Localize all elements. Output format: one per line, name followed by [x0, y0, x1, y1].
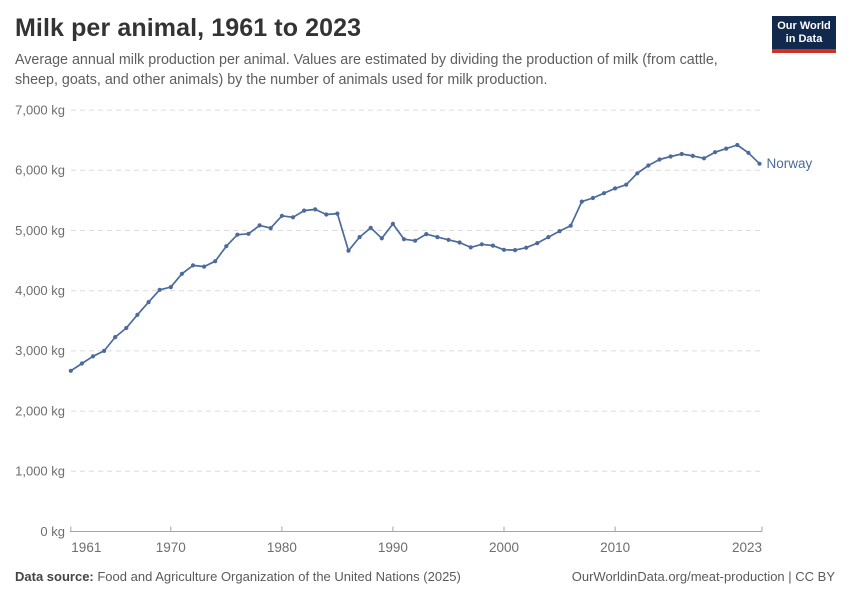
- data-point[interactable]: [457, 240, 462, 245]
- data-point[interactable]: [190, 263, 196, 268]
- data-point[interactable]: [113, 335, 118, 340]
- data-point[interactable]: [268, 226, 273, 231]
- x-axis-label: 1961: [71, 540, 101, 555]
- x-axis-label: 1970: [156, 540, 186, 555]
- data-point[interactable]: [468, 245, 473, 250]
- data-point[interactable]: [157, 287, 162, 292]
- data-point[interactable]: [235, 232, 240, 237]
- data-point[interactable]: [635, 171, 640, 176]
- rights-link[interactable]: OurWorldinData.org/meat-production | CC …: [571, 569, 835, 584]
- data-point[interactable]: [179, 271, 184, 276]
- data-point[interactable]: [690, 153, 695, 158]
- data-point[interactable]: [679, 151, 684, 157]
- y-axis-label: 3,000 kg: [15, 343, 65, 358]
- data-point[interactable]: [501, 247, 507, 252]
- owid-logo-line2: in Data: [785, 32, 823, 45]
- y-axis-label: 5,000 kg: [15, 223, 65, 238]
- data-point[interactable]: [713, 150, 718, 155]
- data-point[interactable]: [379, 236, 384, 241]
- data-point[interactable]: [124, 325, 129, 331]
- data-point[interactable]: [202, 264, 207, 269]
- series-end-label: Norway: [766, 156, 812, 171]
- data-point[interactable]: [224, 244, 229, 249]
- data-point[interactable]: [346, 248, 351, 253]
- data-point[interactable]: [601, 191, 607, 196]
- data-point[interactable]: [413, 238, 418, 243]
- data-point[interactable]: [735, 142, 740, 148]
- chart-footer: Data source: Food and Agriculture Organi…: [15, 569, 835, 584]
- data-point[interactable]: [424, 232, 429, 237]
- data-point[interactable]: [302, 208, 307, 213]
- norway-line: [69, 144, 761, 372]
- data-point[interactable]: [368, 225, 373, 230]
- data-point[interactable]: [724, 146, 729, 151]
- x-axis-label: 2010: [600, 540, 630, 555]
- data-point[interactable]: [657, 157, 662, 162]
- data-point[interactable]: [746, 150, 751, 155]
- data-point[interactable]: [613, 186, 618, 191]
- data-point[interactable]: [590, 195, 596, 201]
- data-point[interactable]: [624, 182, 629, 187]
- x-axis-label: 1990: [378, 540, 408, 555]
- data-point[interactable]: [757, 161, 762, 166]
- y-axis-label: 1,000 kg: [15, 464, 65, 479]
- y-axis-label: 2,000 kg: [15, 403, 65, 418]
- data-point[interactable]: [524, 245, 529, 250]
- data-source-label: Data source:: [15, 569, 94, 584]
- data-point[interactable]: [102, 348, 107, 353]
- data-point[interactable]: [401, 237, 407, 242]
- y-axis-label: 7,000 kg: [15, 102, 65, 117]
- data-point[interactable]: [290, 215, 296, 220]
- data-point[interactable]: [213, 259, 218, 264]
- data-point[interactable]: [146, 300, 151, 305]
- x-axis-label: 1980: [267, 540, 297, 555]
- data-point[interactable]: [313, 207, 318, 212]
- data-point[interactable]: [279, 213, 284, 218]
- data-point[interactable]: [568, 223, 573, 228]
- data-source-text: Food and Agriculture Organization of the…: [93, 569, 461, 584]
- data-point[interactable]: [257, 223, 262, 228]
- data-point[interactable]: [357, 235, 362, 240]
- data-point[interactable]: [479, 242, 484, 247]
- data-point[interactable]: [535, 241, 540, 246]
- data-point[interactable]: [446, 237, 451, 242]
- y-axis-label: 0 kg: [40, 524, 65, 539]
- data-point[interactable]: [168, 285, 173, 290]
- data-point[interactable]: [246, 231, 251, 236]
- data-point[interactable]: [513, 248, 518, 253]
- x-axis-label: 2000: [489, 540, 519, 555]
- data-point[interactable]: [335, 211, 340, 216]
- data-point[interactable]: [646, 163, 651, 168]
- data-point[interactable]: [435, 235, 440, 240]
- data-point[interactable]: [701, 156, 707, 161]
- y-axis-label: 6,000 kg: [15, 163, 65, 178]
- chart-subtitle: Average annual milk production per anima…: [15, 52, 718, 88]
- data-point[interactable]: [68, 368, 73, 373]
- data-point[interactable]: [668, 154, 673, 159]
- data-point[interactable]: [390, 221, 395, 226]
- y-axis-label: 4,000 kg: [15, 283, 65, 298]
- data-point[interactable]: [557, 229, 562, 234]
- data-point[interactable]: [135, 312, 140, 317]
- data-point[interactable]: [546, 235, 551, 240]
- data-point[interactable]: [79, 361, 84, 366]
- data-point[interactable]: [324, 212, 329, 217]
- owid-logo[interactable]: Our World in Data: [772, 16, 836, 53]
- owid-logo-line1: Our World: [777, 19, 831, 32]
- data-point[interactable]: [579, 199, 584, 204]
- data-source: Data source: Food and Agriculture Organi…: [15, 569, 461, 584]
- x-axis-label: 2023: [732, 540, 762, 555]
- data-point[interactable]: [90, 354, 96, 359]
- data-point[interactable]: [490, 243, 495, 248]
- page-title: Milk per animal, 1961 to 2023: [15, 14, 362, 42]
